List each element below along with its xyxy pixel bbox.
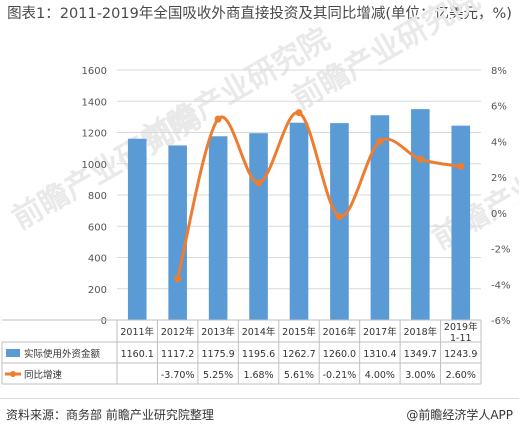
x-tick-label: 2012年 xyxy=(161,326,195,338)
bar xyxy=(127,138,147,320)
line-value-label: 5.61% xyxy=(284,370,314,381)
x-tick-label: 2019年 xyxy=(444,321,478,333)
bar xyxy=(289,122,309,320)
y-right-tick-label: 4% xyxy=(491,137,507,148)
chart-title: 图表1：2011-2019年全国吸收外商直接投资及其同比增减(单位：亿美元，%) xyxy=(7,6,512,22)
x-tick-label: 2015年 xyxy=(282,326,316,338)
y-right-tick-label: -6% xyxy=(491,316,510,327)
legend-label-line: 同比增速 xyxy=(24,369,63,381)
line-point xyxy=(335,213,343,221)
y-left-tick-label: 600 xyxy=(88,222,107,233)
line-value-label: 1.68% xyxy=(243,370,273,381)
line-point xyxy=(214,115,222,123)
brand-label: @前瞻经济学人APP xyxy=(406,408,513,422)
bar-value-label: 1349.7 xyxy=(404,349,437,360)
x-tick-label: 2016年 xyxy=(323,326,357,338)
bar xyxy=(370,115,390,320)
y-right-tick-label: -2% xyxy=(491,245,510,256)
line-point xyxy=(174,275,182,283)
line-value-label: 3.00% xyxy=(405,370,435,381)
bar xyxy=(208,136,228,320)
y-left-tick-label: 800 xyxy=(88,191,107,202)
y-left-tick-label: 1000 xyxy=(82,160,107,171)
y-left-tick-label: 1200 xyxy=(82,129,107,140)
bar-value-label: 1160.1 xyxy=(121,349,154,360)
bar xyxy=(330,123,349,320)
line-value-label: 2.60% xyxy=(446,370,476,381)
line-value-label: 4.00% xyxy=(365,370,395,381)
bar-value-label: 1195.6 xyxy=(242,349,275,360)
line-value-label: -3.70% xyxy=(161,370,195,381)
y-right-tick-label: -4% xyxy=(491,280,510,291)
x-tick-label: 2014年 xyxy=(242,326,276,338)
legend-label-bar: 实际使用外资金额 xyxy=(24,348,101,360)
y-right-tick-label: 0% xyxy=(491,209,507,220)
x-tick-label: 2017年 xyxy=(363,326,397,338)
y-left-tick-label: 0 xyxy=(101,316,107,327)
source-note: 资料来源：商务部 前瞻产业研究院整理 xyxy=(6,408,214,422)
y-right-tick-label: 8% xyxy=(491,66,507,77)
x-tick-label: 2018年 xyxy=(403,326,437,338)
y-left-tick-label: 1400 xyxy=(82,97,107,108)
line-point xyxy=(376,137,384,145)
x-tick-label: 1-11 xyxy=(450,333,472,344)
bar-value-label: 1260.0 xyxy=(323,349,356,360)
bar xyxy=(451,125,471,320)
bar-value-label: 1175.9 xyxy=(201,349,234,360)
line-value-label: 5.25% xyxy=(203,370,233,381)
x-tick-label: 2011年 xyxy=(120,326,154,338)
bar-value-label: 1262.7 xyxy=(282,349,315,360)
y-right-tick-label: 6% xyxy=(491,102,507,113)
bar xyxy=(249,133,268,320)
y-left-tick-label: 200 xyxy=(88,285,107,296)
bar-value-label: 1310.4 xyxy=(363,349,396,360)
legend-marker-line xyxy=(10,371,16,377)
bar-value-label: 1117.2 xyxy=(161,349,194,360)
y-right-tick-label: 2% xyxy=(491,173,507,184)
footer: 资料来源：商务部 前瞻产业研究院整理 @前瞻经济学人APP xyxy=(0,398,519,426)
line-value-label: -0.21% xyxy=(323,370,357,381)
line-point xyxy=(295,109,303,117)
bar xyxy=(411,109,430,320)
line-point xyxy=(255,179,263,187)
x-tick-label: 2013年 xyxy=(201,326,235,338)
line-point xyxy=(457,162,465,170)
y-left-tick-label: 1600 xyxy=(82,66,107,77)
line-point xyxy=(416,155,424,163)
legend-swatch-bar xyxy=(6,349,20,357)
bar-value-label: 1243.9 xyxy=(444,349,477,360)
bar xyxy=(168,145,187,320)
y-left-tick-label: 400 xyxy=(88,254,107,265)
